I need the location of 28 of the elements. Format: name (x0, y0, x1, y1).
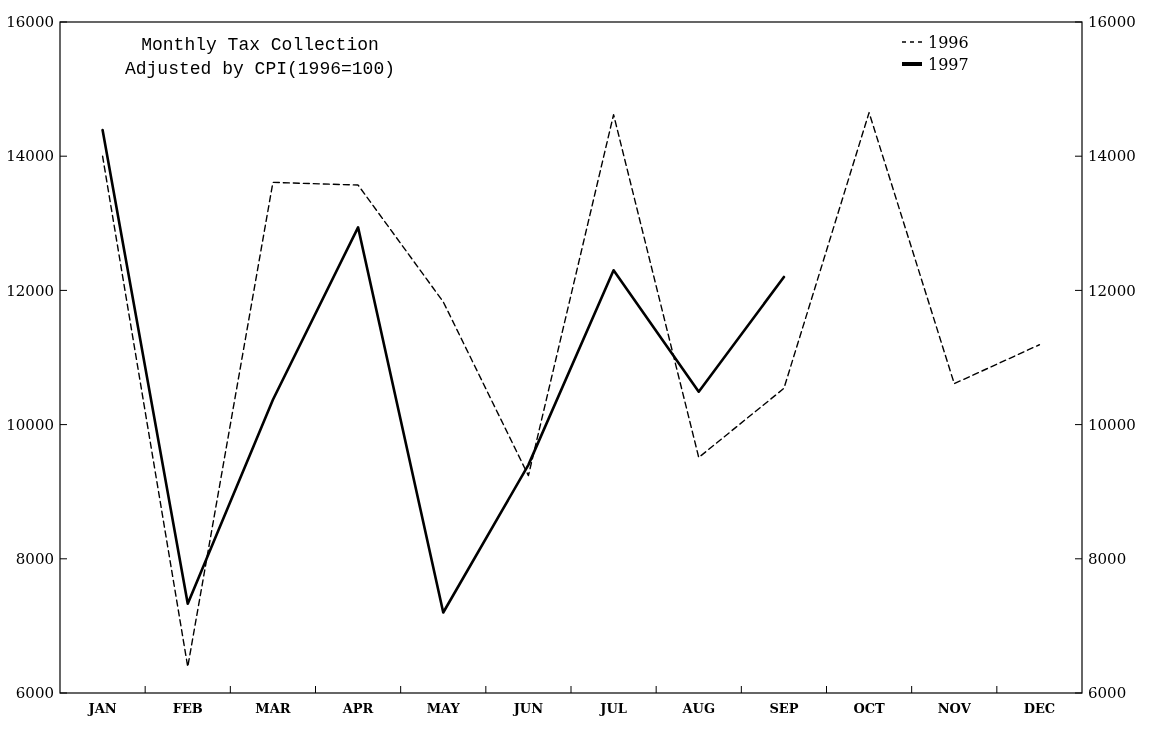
legend-label: 1996 (928, 32, 969, 52)
y2-tick-label: 14000 (1088, 147, 1136, 166)
x-tick-label: APR (341, 701, 374, 716)
x-tick-label: MAY (426, 701, 461, 716)
x-tick-label: JAN (87, 701, 117, 716)
text: Monthly Tax Collection Adjusted by CPI(1996=100) (124, 35, 396, 79)
line-series (101, 111, 1041, 668)
x-tick-label: NOV (937, 701, 972, 716)
y2-tick-label: 8000 (1088, 550, 1127, 569)
y-tick-label: 8000 (15, 550, 54, 569)
x-tick-label: MAR (255, 701, 291, 716)
x-tick-label: FEB (172, 701, 203, 716)
y-tick-label: 16000 (6, 13, 54, 32)
x-tick-label: AUG (681, 701, 716, 716)
x-tick-label: JUL (599, 701, 627, 716)
y2-tick-label: 10000 (1088, 415, 1136, 434)
y-tick-label: 12000 (6, 281, 54, 300)
y-tick-label: 14000 (6, 147, 54, 166)
x-tick-label: DEC (1023, 701, 1056, 716)
x-tick-label: JUN (512, 701, 544, 716)
legend-label: 1997 (928, 54, 969, 74)
x-tick-label: OCT (853, 701, 886, 716)
y2-tick-label: 12000 (1088, 281, 1136, 300)
y2-tick-label: 6000 (1088, 684, 1127, 703)
y-tick-label: 10000 (6, 415, 54, 434)
x-tick-label: SEP (769, 701, 799, 716)
y-tick-label: 6000 (15, 684, 54, 703)
y2-tick-label: 16000 (1088, 13, 1136, 32)
